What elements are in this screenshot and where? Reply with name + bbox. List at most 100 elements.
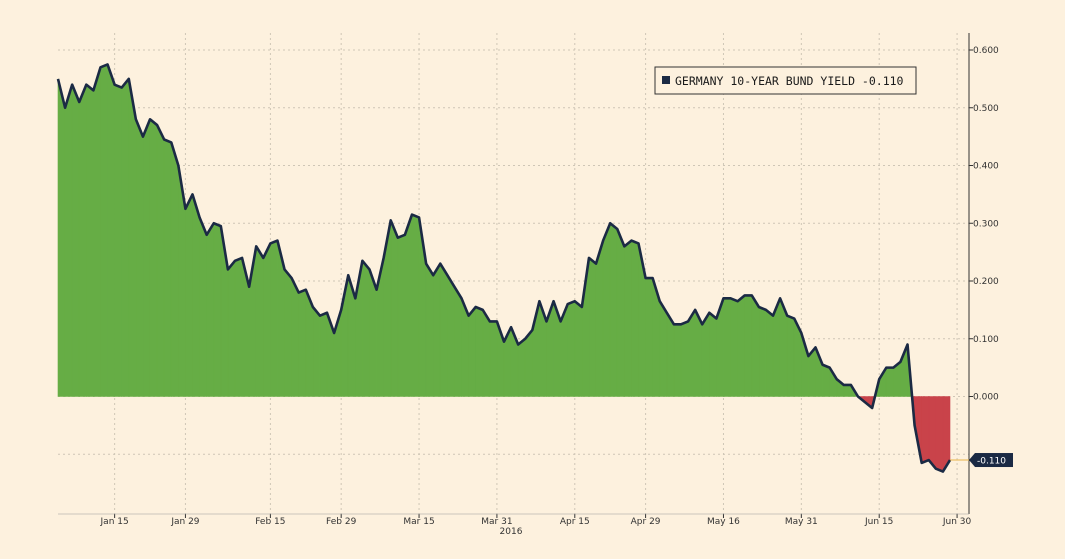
area-segment [298,289,307,397]
area-segment [234,257,243,397]
area-segment [524,329,533,397]
y-tick-label: 0.300 [973,219,999,229]
area-segment [765,309,774,397]
x-tick-label: Mar 15 [403,517,434,527]
x-tick-label: Jan 15 [100,517,129,527]
area-segment [170,142,179,397]
area-segment [397,234,406,397]
area-segment [57,78,66,397]
area-segment [574,300,583,397]
area-segment [142,119,151,397]
yield-line [56,63,952,473]
area-segment [751,294,760,397]
area-segment [631,240,639,397]
area-segment [362,259,370,397]
y-tick-label: 0.400 [973,162,999,172]
area-segment [723,298,731,397]
area-segment [78,84,87,397]
y-tick-label: 0.500 [973,104,999,114]
legend-swatch [662,76,670,84]
area-segment [270,240,278,397]
x-tick-label: Apr 15 [560,517,590,527]
area-segment [475,306,484,397]
y-tick-label: 0.600 [973,46,999,56]
area-segment [673,324,682,397]
area-segment [312,306,321,397]
area-segment [666,311,675,397]
area-segment [758,306,767,397]
gridlines [58,33,969,514]
legend-label: GERMANY 10-YEAR BUND YIELD -0.110 [675,74,904,88]
y-tick-label: 0.200 [973,277,999,287]
callout-box [975,453,1013,468]
area-segment [928,396,937,470]
x-tick-label: Feb 29 [326,517,357,527]
area-segment [227,259,236,397]
area-segment [645,277,653,397]
area-segment [100,63,108,397]
area-segment [291,277,299,397]
x-tick-label: Jun 15 [864,517,893,527]
area-segment [517,338,526,397]
area-segment [935,396,944,473]
area-segment [114,84,123,397]
area-segment [680,320,689,397]
area-segment [199,217,207,397]
area-segment [454,285,462,397]
area-segment [404,214,413,397]
area-segment [482,308,491,397]
x-axis-year-label: 2016 [500,527,523,537]
callout-pointer [969,453,975,468]
area-segment [185,194,193,397]
area-segment [843,384,852,397]
x-tick-label: Apr 29 [631,517,661,527]
x-axis-ticks: Jan 15 Jan 29 Feb 15 Feb 29 Mar 15 Mar 31 Apr … [58,513,972,527]
area-segment [156,124,165,397]
x-tick-label: Jan 29 [170,517,199,527]
area-segment [192,194,200,397]
area-segment [567,300,576,397]
area-segment [213,222,222,397]
y-axis-ticks: 0.600 0.500 0.400 0.300 0.200 0.100 0.000 [969,46,999,403]
x-tick-label: Mar 31 [481,517,512,527]
y-tick-label: 0.100 [973,335,999,345]
area-segment [659,300,668,397]
area-segment [411,214,420,397]
area-segment [255,245,264,397]
legend-box: GERMANY 10-YEAR BUND YIELD -0.110 [654,66,917,95]
area-segment [709,312,717,397]
area-segment [624,239,632,397]
area-segment [468,306,476,397]
area-segment [263,243,271,397]
area-segment [107,64,115,397]
area-segment [744,295,753,397]
x-tick-label: May 16 [707,517,740,527]
area-segment [602,223,611,397]
x-tick-label: Feb 15 [255,517,285,527]
area-segment [86,84,94,397]
x-tick-label: May 31 [785,517,818,527]
area-segment [93,67,101,397]
area-fills [57,63,951,473]
area-segment [284,268,292,397]
area-segment [149,118,158,397]
area-segment [64,84,73,397]
area-segment [701,311,710,397]
callout-value: -0.110 [977,457,1006,467]
area-segment [588,257,597,397]
area-segment [616,228,625,397]
area-segment [390,220,399,397]
area-segment [447,274,455,397]
area-segment [206,222,215,397]
area-segment [885,367,894,397]
area-segment [71,84,80,397]
area-segment [128,78,137,397]
area-segment [432,262,441,397]
area-segment [135,119,144,397]
area-segment [489,321,498,397]
x-tick-label: Jun 30 [942,517,972,527]
area-segment [921,396,930,464]
area-segment [439,262,448,397]
area-segment [425,262,434,397]
